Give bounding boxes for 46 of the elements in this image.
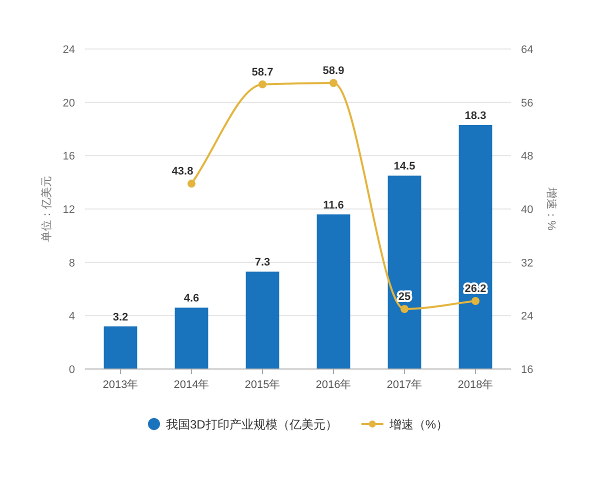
y2-tick-label: 24 [521, 310, 534, 323]
data-label: 58.9 [322, 65, 344, 77]
bar [388, 176, 422, 369]
x-tick-label: 2014年 [174, 379, 210, 391]
x-tick-label: 2018年 [458, 379, 494, 391]
point [400, 305, 408, 313]
y-tick-label: 12 [62, 204, 75, 216]
y-axis-title: 单位：亿美元 [40, 176, 53, 242]
y-tick-label: 4 [68, 310, 75, 323]
point [188, 180, 196, 188]
data-label: 3.2 [112, 311, 128, 324]
point [330, 79, 338, 87]
x-tick-label: 2013年 [102, 379, 138, 391]
bar [174, 308, 208, 369]
point [258, 80, 266, 88]
data-label: 11.6 [323, 199, 344, 212]
bar [104, 326, 138, 369]
data-label: 7.3 [254, 256, 270, 269]
y-tick-label: 8 [68, 257, 75, 270]
data-label: 14.5 [394, 160, 416, 173]
data-label: 18.3 [464, 110, 486, 122]
x-tick-label: 2017年 [386, 379, 422, 391]
bar [316, 214, 350, 369]
y2-tick-label: 16 [521, 364, 534, 376]
y2-tick-label: 40 [521, 204, 534, 216]
y2-axis-title: 增速：% [545, 186, 558, 231]
legend-label: 我国3D打印产业规模（亿美元） [166, 418, 338, 432]
y2-tick-label: 64 [521, 44, 534, 56]
bar [246, 272, 280, 369]
data-label: 25 [398, 291, 411, 303]
y-tick-label: 24 [62, 44, 75, 56]
y-tick-label: 16 [62, 150, 75, 163]
legend-label: 增速（%） [388, 418, 448, 432]
x-tick-label: 2015年 [244, 379, 280, 391]
y2-tick-label: 32 [521, 257, 534, 270]
data-label: 58.7 [252, 66, 274, 78]
y-tick-label: 20 [62, 97, 75, 110]
data-label: 43.8 [172, 166, 194, 178]
y2-tick-label: 48 [521, 150, 534, 163]
x-tick-label: 2016年 [316, 379, 352, 391]
point [472, 297, 480, 305]
y2-tick-label: 56 [521, 97, 534, 110]
data-label: 4.6 [184, 292, 200, 305]
y-tick-label: 0 [68, 364, 75, 376]
data-label: 26.2 [464, 283, 486, 295]
bar [458, 125, 492, 369]
